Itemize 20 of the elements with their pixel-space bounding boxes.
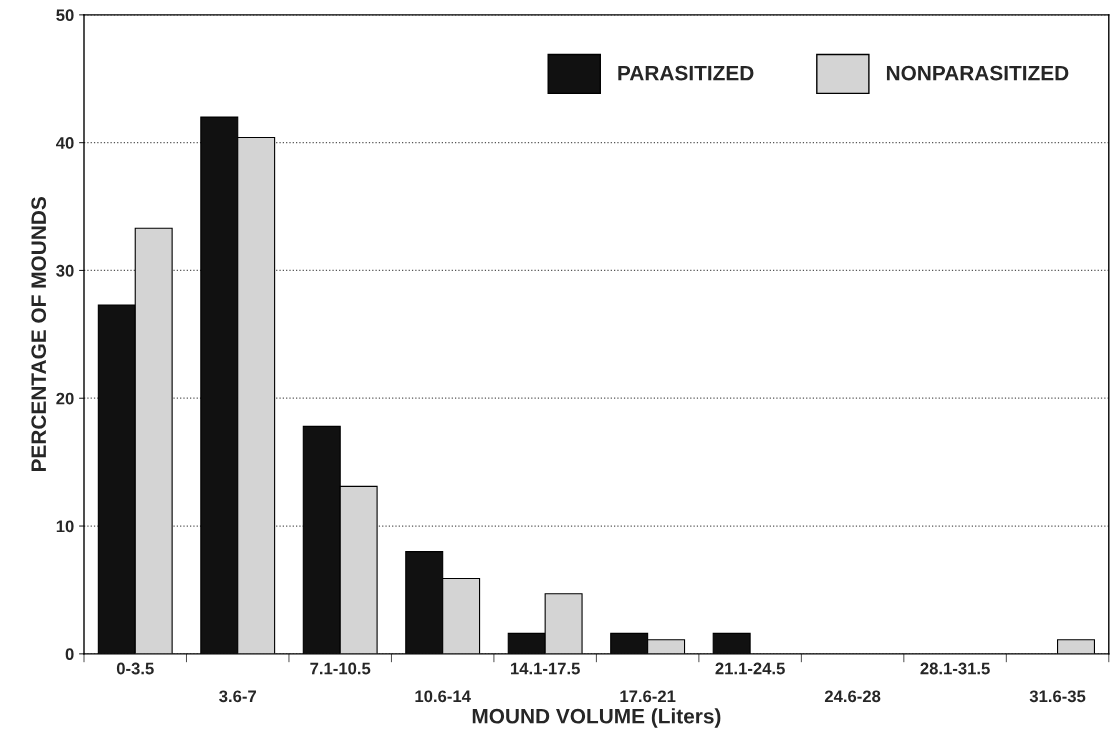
- legend-label: NONPARASITIZED: [886, 65, 1069, 81]
- x-tick-label: 0-3.5: [116, 662, 154, 675]
- y-tick-label: 30: [56, 264, 74, 277]
- y-tick-label: 0: [65, 648, 74, 661]
- x-tick-label: 31.6-35: [1029, 690, 1086, 703]
- y-axis-title: PERCENTAGE OF MOUNDS: [31, 197, 47, 472]
- x-tick-label: 14.1-17.5: [511, 662, 580, 675]
- x-tick-label: 3.6-7: [219, 690, 256, 703]
- legend-label: PARASITIZED: [618, 65, 754, 81]
- y-tick-label: 50: [56, 9, 74, 22]
- x-tick-label: 10.6-14: [415, 690, 471, 703]
- y-tick-label: 40: [55, 137, 74, 149]
- x-tick-label: 24.6-28: [824, 690, 881, 703]
- x-tick-label: 7.1-10.5: [310, 662, 371, 675]
- x-tick-label: 17.6-21: [620, 690, 676, 703]
- x-tick-label: 28.1-31.5: [920, 662, 990, 675]
- x-axis-title: MOUND VOLUME (Liters): [472, 708, 721, 728]
- y-tick-label: 20: [56, 392, 74, 405]
- x-tick-label: 21.1-24.5: [715, 662, 785, 675]
- y-tick-label: 10: [56, 520, 74, 533]
